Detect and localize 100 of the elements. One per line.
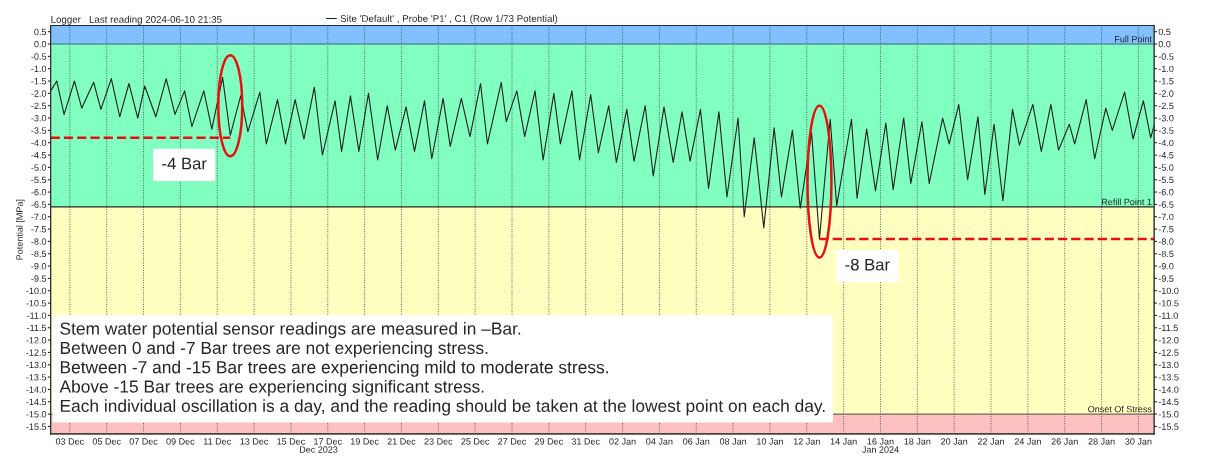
x-tick-label: 17 Dec [314,438,342,445]
x-tick-label: 10 Jan [757,438,783,445]
y-tick-label: -2.0 [31,90,47,97]
x-tick-label: 09 Dec [166,438,195,445]
x-tick-label: 18 Jan [904,438,931,445]
x-tick-label: 29 Dec [535,438,563,445]
x-tick-label: 20 Jan [941,438,968,445]
y2-tick-label: -8.0 [1158,238,1174,245]
annotation: Each individual oscillation is a day, and the reading should be taken at the lowest point on each day. [60,399,825,416]
y2-tick-label: -4.5 [1158,152,1174,159]
y-tick-label: -2.5 [31,102,47,110]
y-tick-label: -6.0 [31,189,47,196]
x2-tick-label: Jan 2024 [862,446,899,453]
x-tick-label: 05 Dec [92,438,121,445]
x-tick-label: 28 Jan [1088,438,1115,445]
y2-tick-label: -6.5 [1158,201,1174,208]
x-tick-label: 11 Dec [203,438,231,445]
x-tick-label: 26 Jan [1051,438,1078,445]
y2-tick-label: -2.5 [1158,102,1174,110]
y2-tick-label: -3.5 [1158,127,1174,134]
x-tick-label: 02 Jan [609,438,636,445]
annotation: -4 Bar [162,157,207,170]
chart-title: Logger Last reading 2024-06-10 21:35 [51,15,222,25]
y-tick-label: -13.5 [26,374,47,381]
x2-tick-label: Dec 2023 [299,446,338,453]
x-tick-label: 21 Dec [387,438,416,445]
y2-tick-label: -9.0 [1158,263,1174,270]
y2-tick-label: -10.0 [1158,287,1179,295]
y2-tick-label: -15.5 [1158,423,1179,430]
y2-tick-label: -5.5 [1158,176,1174,184]
y-tick-label: 0.0 [34,40,47,48]
y2-tick-label: -7.0 [1158,213,1174,221]
annotation: Above -15 Bar trees are experiencing significant stress. [59,379,484,397]
y-tick-label: -5.5 [31,176,47,184]
x-tick-label: 27 Dec [498,438,527,445]
y-tick-label: -15.5 [26,423,47,430]
y-tick-label: -1.0 [31,65,47,73]
y-tick-label: -11.0 [26,312,47,319]
y-tick-label: 0.5 [34,28,47,36]
x-tick-label: 24 Jan [1014,438,1041,445]
y-tick-label: -7.0 [31,213,47,221]
y-tick-label: -12.0 [26,337,47,344]
y-axis-title: Potential [MPa] [16,199,25,260]
y2-tick-label: -14.5 [1158,398,1179,406]
x-tick-label: 08 Jan [719,438,747,445]
x-tick-label: 04 Jan [646,438,673,445]
x-tick-label: 31 Dec [571,438,600,445]
y2-tick-label: -3.0 [1158,115,1174,122]
y2-tick-label: -12.5 [1158,349,1179,356]
y2-tick-label: -12.0 [1158,337,1179,344]
y-tick-label: -4.0 [31,139,47,147]
y-tick-label: -14.0 [26,386,47,393]
y2-tick-label: 0.5 [1158,28,1171,36]
annotation: -8 Bar [845,258,890,271]
x-tick-label: 12 Jan [793,438,820,445]
y2-tick-label: -10.5 [1158,300,1179,307]
annotation: Stem water potential sensor readings are measured in –Bar. [60,321,521,339]
ref-line-label: Onset Of Stress [1088,405,1152,413]
x-tick-label: 06 Jan [683,438,710,445]
y-tick-label: -3.5 [31,127,47,134]
y2-tick-label: -1.5 [1158,78,1174,85]
y-tick-label: -14.5 [26,398,47,406]
y-tick-label: -8.0 [31,238,47,245]
y-tick-label: -9.0 [31,263,47,270]
y-tick-label: -7.5 [31,226,47,233]
y-tick-label: -1.5 [31,78,47,85]
y-tick-label: -5.0 [31,164,47,171]
y-tick-label: -8.5 [31,250,47,258]
y2-tick-label: -8.5 [1158,250,1174,258]
y2-tick-label: -1.0 [1158,65,1174,73]
y-tick-label: -10.5 [26,300,47,307]
y-tick-label: -0.5 [31,53,47,60]
y2-tick-label: -5.0 [1158,164,1174,171]
y2-tick-label: 0.0 [1158,40,1171,48]
y2-tick-label: -2.0 [1158,90,1174,97]
y-tick-label: -12.5 [26,349,47,356]
x-tick-label: 15 Dec [277,438,305,445]
y-tick-label: -10.0 [26,287,47,295]
x-tick-label: 22 Jan [977,438,1004,445]
annotation: Between -7 and -15 Bar trees are experiencing mild to moderate stress. [60,360,608,377]
x-tick-label: 13 Dec [240,438,269,445]
y2-tick-label: -11.0 [1158,312,1178,319]
x-tick-label: 14 Jan [830,438,857,445]
y2-tick-label: -13.0 [1158,361,1179,369]
y2-tick-label: -0.5 [1158,53,1174,60]
x-tick-label: 16 Jan [867,438,894,445]
y-tick-label: -3.0 [31,115,47,122]
y2-tick-label: -13.5 [1158,374,1179,381]
x-tick-label: 03 Dec [55,438,84,445]
y2-tick-label: -14.0 [1158,386,1179,393]
y-tick-label: -9.5 [31,275,47,282]
y-tick-label: -13.0 [26,361,47,369]
y2-tick-label: -6.0 [1158,189,1174,196]
y2-tick-label: -9.5 [1158,275,1174,282]
y-tick-label: -6.5 [31,201,47,208]
x-tick-label: 23 Dec [424,438,453,445]
y-tick-label: -11.5 [26,324,47,332]
y2-tick-label: -11.5 [1158,324,1178,332]
y-tick-label: -15.0 [26,411,47,418]
y-tick-label: -4.5 [31,152,47,159]
